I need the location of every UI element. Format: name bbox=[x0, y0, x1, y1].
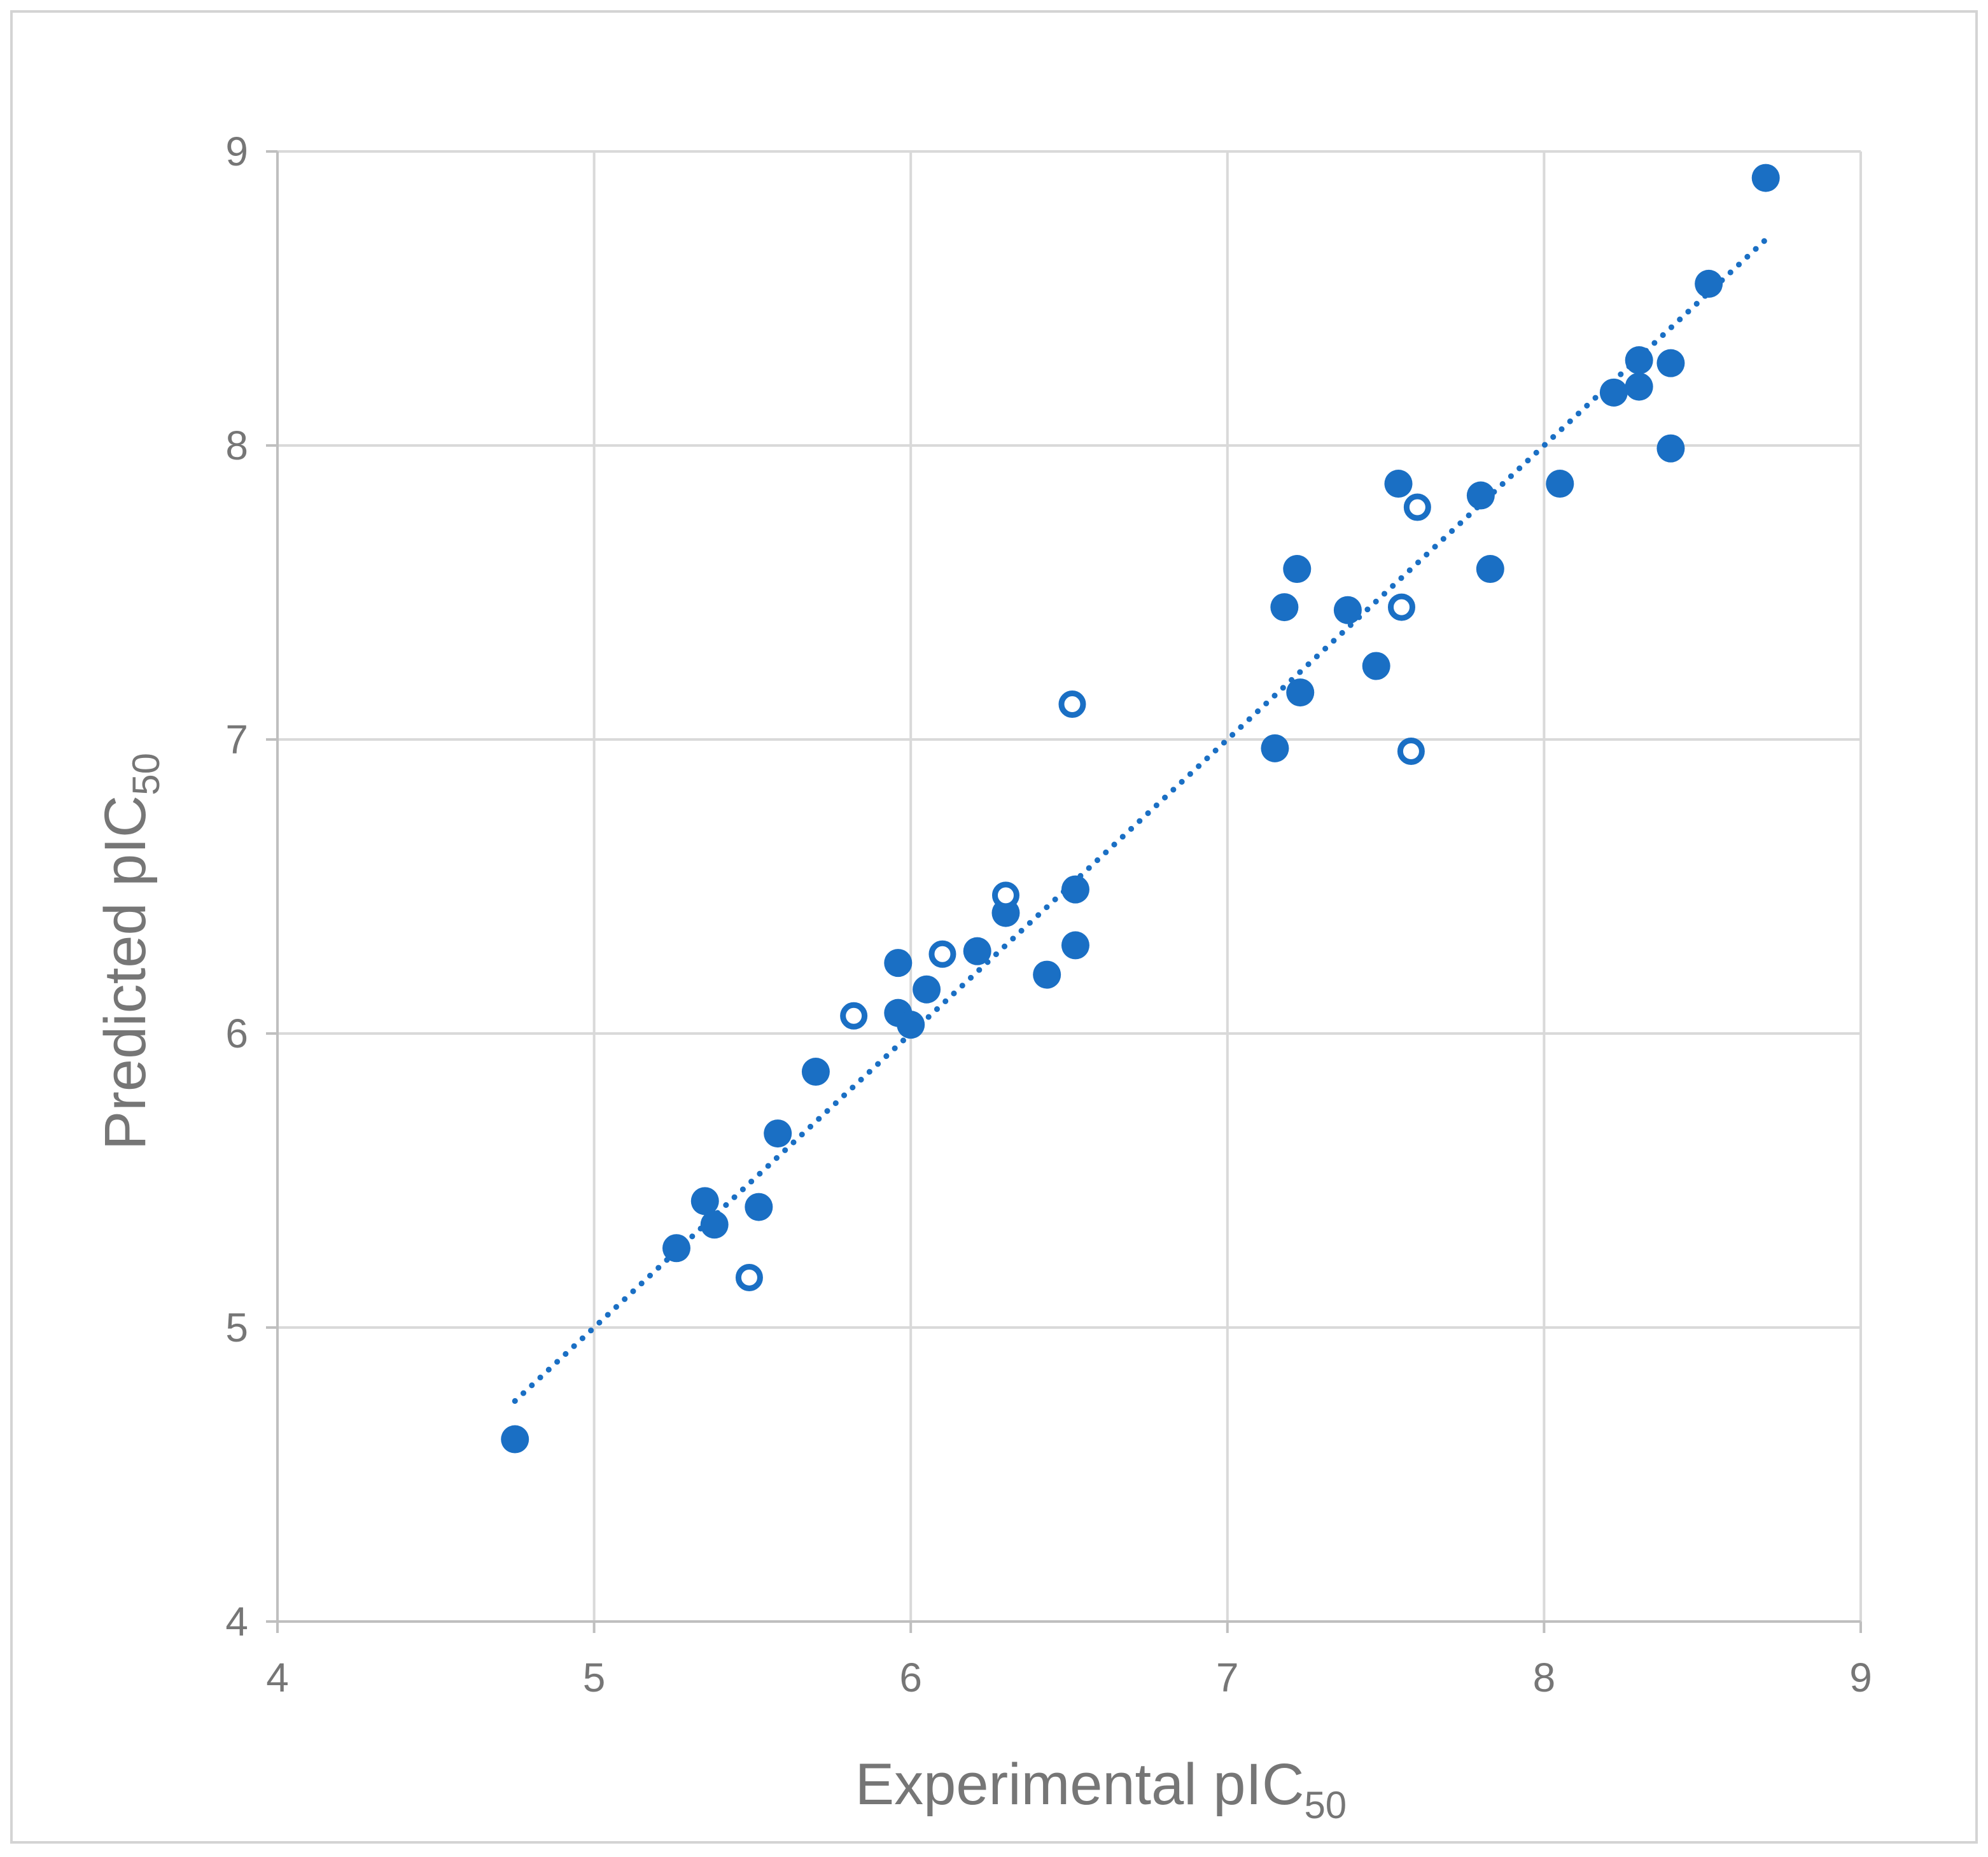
open-point-5 bbox=[1387, 593, 1415, 621]
x-tick-label-8: 8 bbox=[1533, 1655, 1556, 1700]
trendline bbox=[512, 237, 1769, 1404]
filled-point-22 bbox=[1384, 470, 1413, 498]
x-tick-label-6: 6 bbox=[899, 1655, 922, 1700]
filled-point-32 bbox=[1751, 164, 1780, 192]
filled-point-14 bbox=[1061, 875, 1089, 904]
filled-point-15 bbox=[1061, 931, 1089, 960]
y-axis-title-main: Predicted pIC bbox=[93, 795, 158, 1150]
grid bbox=[276, 150, 1862, 1623]
open-point-1 bbox=[840, 1002, 868, 1030]
x-tick-label-7: 7 bbox=[1216, 1655, 1239, 1700]
filled-point-25 bbox=[1546, 470, 1574, 498]
x-axis-title: Experimental pIC50 bbox=[855, 1752, 1347, 1826]
filled-point-13 bbox=[1033, 960, 1061, 989]
filled-point-26 bbox=[1599, 378, 1628, 407]
x-tick-label-9: 9 bbox=[1849, 1655, 1872, 1700]
tick-labels: 4 5 6 7 8 9 4 5 6 7 8 9 bbox=[225, 129, 1872, 1700]
open-point-3 bbox=[991, 881, 1019, 909]
y-tick-label-4: 4 bbox=[225, 1599, 248, 1644]
filled-point-23 bbox=[1466, 481, 1495, 510]
chart-border bbox=[10, 10, 1978, 1844]
filled-point-16 bbox=[1261, 734, 1289, 762]
x-axis-title-subscript: 50 bbox=[1304, 1784, 1347, 1826]
filled-point-30 bbox=[1656, 434, 1685, 463]
x-axis-title-main: Experimental pIC bbox=[855, 1752, 1305, 1817]
y-axis-title: Predicted pIC50 bbox=[93, 753, 167, 1150]
filled-point-9 bbox=[897, 1011, 925, 1039]
open-point-7 bbox=[1403, 493, 1431, 521]
x-tick-label-4: 4 bbox=[266, 1655, 289, 1700]
filled-point-4 bbox=[745, 1193, 773, 1221]
y-tick-label-9: 9 bbox=[225, 129, 248, 174]
filled-point-28 bbox=[1625, 372, 1653, 401]
y-tick-label-7: 7 bbox=[225, 717, 248, 762]
filled-point-18 bbox=[1283, 555, 1312, 584]
open-point-6 bbox=[1397, 737, 1425, 765]
filled-point-20 bbox=[1333, 596, 1362, 624]
filled-point-29 bbox=[1656, 349, 1685, 377]
filled-point-2 bbox=[690, 1187, 719, 1216]
filled-point-7 bbox=[884, 949, 913, 978]
y-tick-label-5: 5 bbox=[225, 1305, 248, 1350]
open-point-2 bbox=[928, 940, 956, 968]
open-point-0 bbox=[735, 1263, 763, 1291]
filled-point-27 bbox=[1625, 346, 1653, 375]
filled-point-6 bbox=[801, 1058, 830, 1086]
filled-point-0 bbox=[501, 1425, 529, 1454]
y-axis-title-subscript: 50 bbox=[125, 753, 167, 795]
filled-point-21 bbox=[1362, 652, 1390, 680]
y-tick-label-8: 8 bbox=[225, 423, 248, 468]
filled-point-31 bbox=[1695, 269, 1723, 298]
filled-point-5 bbox=[764, 1119, 792, 1148]
axes bbox=[266, 150, 1862, 1633]
open-point-4 bbox=[1058, 690, 1086, 718]
data-points bbox=[501, 164, 1780, 1454]
x-tick-label-5: 5 bbox=[583, 1655, 606, 1700]
y-tick-label-6: 6 bbox=[225, 1011, 248, 1056]
filled-point-10 bbox=[913, 975, 941, 1004]
filled-point-3 bbox=[700, 1210, 729, 1239]
filled-point-11 bbox=[963, 937, 991, 965]
filled-point-19 bbox=[1286, 678, 1315, 707]
filled-point-17 bbox=[1270, 593, 1299, 622]
filled-point-1 bbox=[662, 1234, 690, 1263]
trendline-group bbox=[512, 237, 1769, 1404]
filled-point-24 bbox=[1476, 555, 1504, 584]
